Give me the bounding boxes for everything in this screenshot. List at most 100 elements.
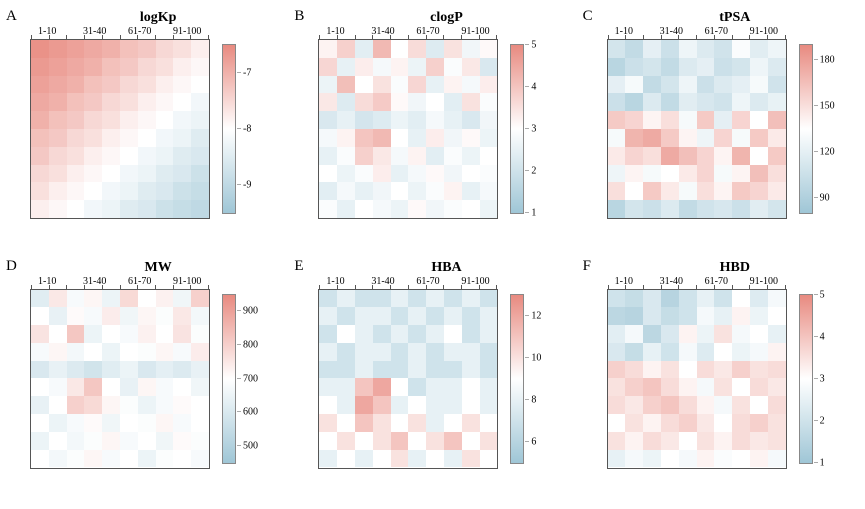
colorbar: -7-8-9	[222, 39, 266, 219]
heatmap-cell	[625, 414, 643, 432]
heatmap-cell	[426, 40, 444, 58]
heatmap-cell	[355, 165, 373, 183]
heatmap-cell	[408, 111, 426, 129]
colorbar-tick: 10	[525, 352, 541, 363]
heatmap-cell	[355, 343, 373, 361]
heatmap-cell	[679, 325, 697, 343]
heatmap-cell	[750, 129, 768, 147]
heatmap-cell	[49, 182, 67, 200]
heatmap-cell	[84, 414, 102, 432]
heatmap-cell	[426, 450, 444, 468]
colorbar-tick: 8	[525, 394, 536, 405]
heatmap-cell	[444, 378, 462, 396]
heatmap-cell	[732, 450, 750, 468]
colorbar: 54321	[510, 39, 554, 219]
heatmap-cell	[319, 165, 337, 183]
heatmap-cell	[426, 129, 444, 147]
heatmap-cell	[120, 307, 138, 325]
heatmap-cell	[67, 378, 85, 396]
heatmap-cell	[102, 290, 120, 308]
heatmap-cell	[625, 147, 643, 165]
heatmap-cell	[462, 414, 480, 432]
heatmap-cell	[337, 40, 355, 58]
heatmap-cell	[337, 129, 355, 147]
heatmap-cell	[319, 343, 337, 361]
heatmap-cell	[49, 111, 67, 129]
heatmap-cell	[608, 361, 626, 379]
heatmap-cell	[643, 343, 661, 361]
heatmap-cell	[391, 182, 409, 200]
heatmap-cell	[120, 93, 138, 111]
heatmap-cell	[120, 361, 138, 379]
heatmap-cell	[102, 182, 120, 200]
heatmap-cell	[391, 147, 409, 165]
heatmap-cell	[768, 325, 786, 343]
heatmap-cell	[661, 450, 679, 468]
heatmap-cell	[697, 129, 715, 147]
heatmap-cell	[625, 325, 643, 343]
heatmap-cell	[373, 378, 391, 396]
colorbar-tick: 90	[814, 192, 830, 203]
heatmap-cell	[750, 343, 768, 361]
heatmap-cell	[679, 450, 697, 468]
heatmap-cell	[697, 325, 715, 343]
heatmap-cell	[102, 58, 120, 76]
heatmap-cell	[173, 325, 191, 343]
heatmap-cell	[643, 414, 661, 432]
heatmap-cell	[355, 307, 373, 325]
heatmap-cell	[750, 165, 768, 183]
heatmap-cell	[373, 450, 391, 468]
heatmap-cell	[355, 147, 373, 165]
heatmap-cell	[643, 200, 661, 218]
heatmap-cell	[373, 111, 391, 129]
panel-A: AlogKp1-1031-4061-7091-100-7-8-9	[10, 10, 278, 250]
heatmap-cell	[84, 40, 102, 58]
heatmap-cell	[67, 76, 85, 94]
heatmap-cell	[373, 396, 391, 414]
panel-letter: B	[294, 8, 304, 25]
heatmap-cell	[643, 290, 661, 308]
heatmap-cell	[156, 307, 174, 325]
heatmap-cell	[462, 40, 480, 58]
heatmap-cell	[444, 361, 462, 379]
heatmap	[318, 289, 498, 469]
heatmap-cell	[337, 200, 355, 218]
heatmap-cell	[462, 76, 480, 94]
heatmap-cell	[462, 290, 480, 308]
heatmap-cell	[750, 182, 768, 200]
heatmap-cell	[156, 40, 174, 58]
panel-letter: C	[583, 8, 593, 25]
heatmap-cell	[608, 450, 626, 468]
heatmap-cell	[84, 182, 102, 200]
heatmap-cell	[444, 432, 462, 450]
heatmap-cell	[608, 40, 626, 58]
panel-title: MW	[38, 260, 278, 276]
heatmap-cell	[408, 450, 426, 468]
colorbar-tick: 4	[814, 331, 825, 342]
heatmap-cell	[643, 432, 661, 450]
heatmap-cell	[408, 361, 426, 379]
heatmap-cell	[319, 290, 337, 308]
heatmap-cell	[768, 200, 786, 218]
heatmap-cell	[768, 361, 786, 379]
heatmap-cell	[319, 450, 337, 468]
heatmap-cell	[355, 111, 373, 129]
heatmap-cell	[373, 93, 391, 111]
heatmap-cell	[67, 361, 85, 379]
heatmap-cell	[768, 182, 786, 200]
heatmap-cell	[643, 450, 661, 468]
heatmap-cell	[661, 111, 679, 129]
heatmap-cell	[173, 450, 191, 468]
heatmap-cell	[608, 58, 626, 76]
heatmap-cell	[426, 111, 444, 129]
heatmap-cell	[714, 93, 732, 111]
heatmap-cell	[191, 361, 209, 379]
heatmap-cell	[319, 361, 337, 379]
heatmap-cell	[714, 76, 732, 94]
heatmap-cell	[138, 343, 156, 361]
heatmap-cell	[462, 111, 480, 129]
heatmap-cell	[84, 165, 102, 183]
heatmap-cell	[173, 58, 191, 76]
panel-title: HBA	[326, 260, 566, 276]
colorbar: 900800700600500	[222, 289, 266, 469]
